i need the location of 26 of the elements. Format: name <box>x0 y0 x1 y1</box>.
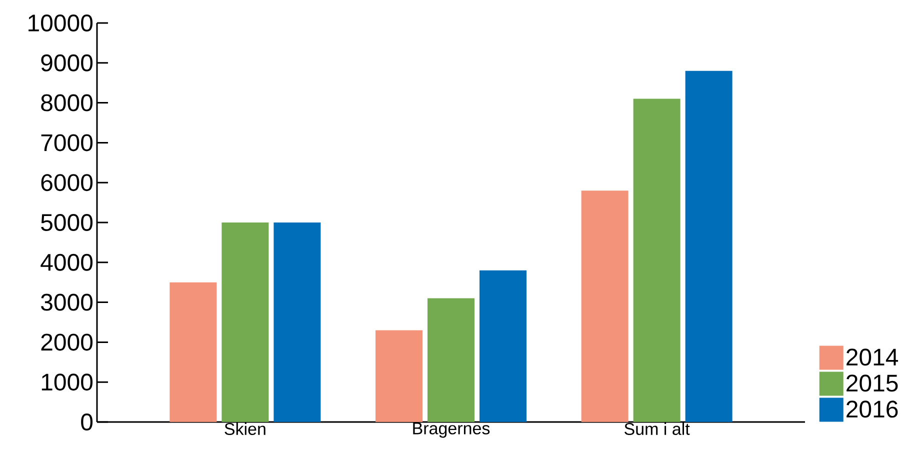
y-tick-label: 2000 <box>41 334 93 351</box>
y-tick-label: 9000 <box>41 54 93 72</box>
bar <box>685 70 732 422</box>
x-tick-label: Sum i alt <box>624 422 690 436</box>
y-tick-label: 8000 <box>41 94 93 112</box>
bar <box>581 190 628 422</box>
y-tick-label: 3000 <box>41 294 93 311</box>
x-tick-label: Skien <box>224 422 266 436</box>
bar <box>428 298 475 422</box>
y-tick-label: 7000 <box>41 134 93 152</box>
legend-label: 2016 <box>846 400 898 418</box>
legend-label: 2014 <box>846 348 898 366</box>
y-tick-label: 4000 <box>40 254 93 271</box>
bar <box>274 222 321 422</box>
bar <box>376 330 423 422</box>
legend-label: 2015 <box>846 374 898 392</box>
y-tick-label: 1000 <box>42 374 93 391</box>
y-tick-label: 10000 <box>28 14 93 32</box>
bar <box>480 270 527 422</box>
y-tick-label: 6000 <box>41 174 93 192</box>
y-tick-label: 0 <box>81 413 93 430</box>
bar <box>222 222 269 422</box>
x-tick-label: Bragernes <box>413 422 490 438</box>
bar <box>633 98 680 422</box>
y-tick-label: 5000 <box>41 214 93 231</box>
bar <box>170 282 217 422</box>
